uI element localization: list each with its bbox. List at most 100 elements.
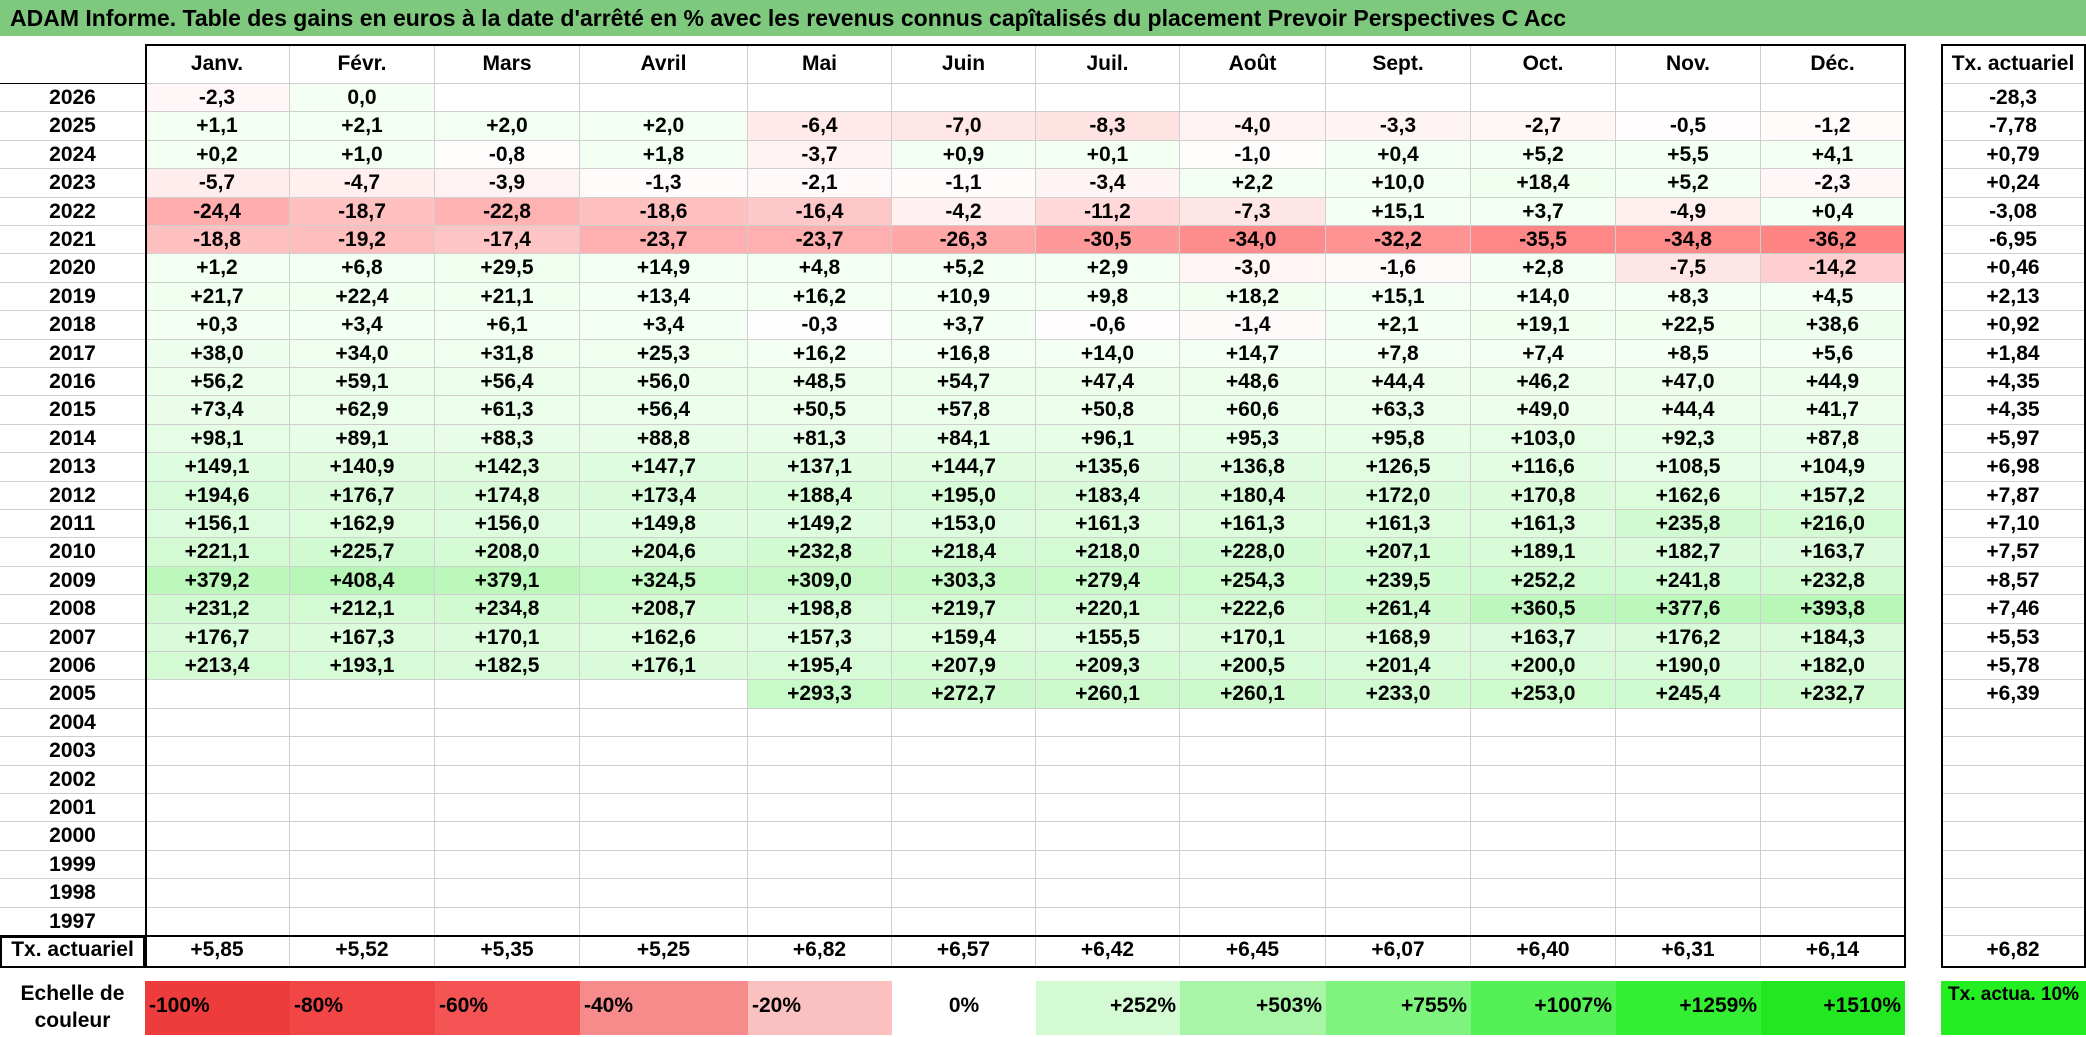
table-cell: +149,1: [145, 453, 290, 482]
table-cell: +393,8: [1761, 595, 1905, 624]
table-cell: +2,1: [290, 112, 435, 141]
table-cell: [580, 822, 748, 851]
table-cell: -3,7: [748, 140, 892, 170]
year-label: 2020: [0, 254, 145, 283]
table-cell: [435, 794, 580, 823]
table-cell: +142,3: [435, 453, 580, 482]
table-cell: [290, 765, 435, 794]
table-cell: -1,3: [580, 169, 748, 198]
year-label: 2001: [0, 794, 145, 823]
table-cell: +163,7: [1761, 538, 1905, 567]
table-cell: +176,7: [290, 481, 435, 510]
footer-cell: +5,35: [435, 936, 580, 968]
tx-actuariel-cell: [1941, 907, 2086, 936]
table-cell: +157,2: [1761, 481, 1905, 510]
table-cell: [1616, 907, 1761, 936]
table-cell: +170,1: [1180, 623, 1326, 652]
table-cell: +147,7: [580, 453, 748, 482]
table-cell: +213,4: [145, 652, 290, 681]
table-cell: +159,4: [892, 623, 1036, 652]
month-header: Déc.: [1761, 44, 1905, 84]
table-cell: -2,3: [1761, 169, 1905, 198]
table-cell: +16,8: [892, 339, 1036, 368]
table-cell: [145, 794, 290, 823]
table-cell: -34,8: [1616, 226, 1761, 255]
color-scale-swatch: +503%: [1180, 981, 1326, 1035]
table-cell: +220,1: [1036, 595, 1180, 624]
footer-cell: +6,45: [1180, 936, 1326, 968]
table-cell: +98,1: [145, 424, 290, 454]
table-cell: +231,2: [145, 595, 290, 624]
tx-actuariel-cell: +7,10: [1941, 510, 2086, 539]
table-cell: -36,2: [1761, 226, 1905, 255]
year-label: 1997: [0, 908, 145, 936]
month-header: Sept.: [1326, 44, 1471, 84]
table-cell: [580, 708, 748, 738]
table-cell: +182,0: [1761, 652, 1905, 681]
table-cell: +18,2: [1180, 282, 1326, 312]
table-cell: +176,2: [1616, 623, 1761, 652]
table-cell: +170,8: [1471, 481, 1616, 510]
table-cell: [1616, 850, 1761, 880]
table-cell: +44,9: [1761, 368, 1905, 397]
year-label: 2002: [0, 766, 145, 794]
table-cell: +161,3: [1471, 510, 1616, 539]
table-cell: +161,3: [1326, 510, 1471, 539]
table-cell: +222,6: [1180, 595, 1326, 624]
table-cell: -1,0: [1180, 140, 1326, 170]
table-cell: +167,3: [290, 623, 435, 652]
table-cell: [1761, 765, 1905, 794]
table-cell: [1036, 737, 1180, 766]
table-cell: [1036, 765, 1180, 794]
table-cell: +174,8: [435, 481, 580, 510]
table-cell: +184,3: [1761, 623, 1905, 652]
table-cell: +172,0: [1326, 481, 1471, 510]
table-cell: [145, 680, 290, 709]
table-cell: -3,0: [1180, 254, 1326, 283]
table-cell: +195,0: [892, 481, 1036, 510]
table-cell: +228,0: [1180, 538, 1326, 567]
table-cell: [1326, 850, 1471, 880]
table-cell: [1471, 822, 1616, 851]
tx-actuariel-cell: +8,57: [1941, 566, 2086, 596]
table-cell: +245,4: [1616, 680, 1761, 709]
table-cell: [892, 794, 1036, 823]
table-cell: +22,4: [290, 282, 435, 312]
table-cell: +136,8: [1180, 453, 1326, 482]
table-cell: [892, 708, 1036, 738]
table-cell: +212,1: [290, 595, 435, 624]
table-cell: +34,0: [290, 339, 435, 368]
table-cell: +182,7: [1616, 538, 1761, 567]
table-cell: [580, 794, 748, 823]
table-cell: +2,0: [435, 112, 580, 141]
table-cell: +155,5: [1036, 623, 1180, 652]
table-cell: [1326, 708, 1471, 738]
table-cell: +21,1: [435, 282, 580, 312]
table-cell: +183,4: [1036, 481, 1180, 510]
table-cell: +3,7: [1471, 197, 1616, 226]
table-cell: [1471, 907, 1616, 936]
table-cell: +95,8: [1326, 424, 1471, 454]
table-cell: +3,4: [290, 311, 435, 340]
tx-actuariel-cell: +6,98: [1941, 453, 2086, 482]
table-cell: -30,5: [1036, 226, 1180, 255]
table-cell: +1,1: [145, 112, 290, 141]
tx-actuariel-cell: [1941, 850, 2086, 880]
table-cell: 0,0: [290, 84, 435, 113]
table-cell: +1,0: [290, 140, 435, 170]
tx-actuariel-cell: +2,13: [1941, 282, 2086, 312]
table-cell: [580, 879, 748, 908]
year-label: 2021: [0, 226, 145, 255]
table-cell: +44,4: [1326, 368, 1471, 397]
color-scale-swatch: -60%: [435, 981, 580, 1035]
table-cell: +324,5: [580, 566, 748, 596]
table-cell: +1,2: [145, 254, 290, 283]
table-cell: [1180, 737, 1326, 766]
table-cell: +207,1: [1326, 538, 1471, 567]
year-label: 2015: [0, 396, 145, 425]
month-header: Août: [1180, 44, 1326, 84]
table-cell: +309,0: [748, 566, 892, 596]
table-cell: -14,2: [1761, 254, 1905, 283]
table-cell: -17,4: [435, 226, 580, 255]
table-cell: +162,6: [1616, 481, 1761, 510]
